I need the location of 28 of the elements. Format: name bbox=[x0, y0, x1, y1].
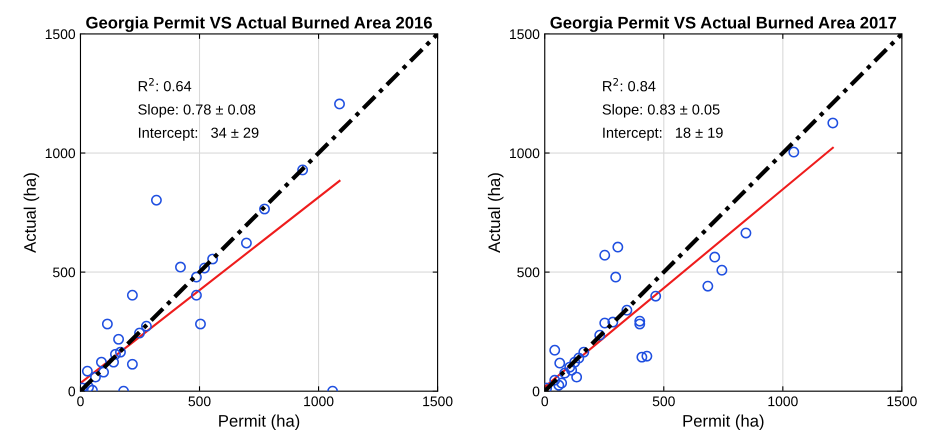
chart-title: Georgia Permit VS Actual Burned Area 2016 bbox=[86, 16, 432, 32]
y-tick-label: 500 bbox=[517, 267, 540, 278]
x-axis-title: Permit (ha) bbox=[683, 414, 764, 430]
y-tick-label: 500 bbox=[53, 267, 76, 278]
x-axis-title: Permit (ha) bbox=[219, 414, 300, 430]
y-tick-label: 1500 bbox=[510, 29, 540, 40]
x-tick-label: 0 bbox=[541, 396, 548, 406]
y-tick-label: 1000 bbox=[510, 148, 540, 158]
annotation: R$^{2}$: 0.64 bbox=[138, 78, 192, 92]
y-axis-title: Actual (ha) bbox=[488, 173, 504, 253]
x-tick-label: 1500 bbox=[423, 396, 453, 406]
x-tick-label: 500 bbox=[652, 396, 675, 406]
x-tick-label: 500 bbox=[188, 396, 211, 406]
x-tick-label: 1500 bbox=[887, 396, 917, 406]
y-tick-label: 1000 bbox=[46, 148, 76, 158]
annotation: R$^{2}$: 0.84 bbox=[603, 78, 656, 92]
annotation: Intercept: 34 ± 29 bbox=[138, 128, 258, 141]
y-tick-label: 1500 bbox=[46, 29, 76, 40]
annotation: Intercept: 18 ± 19 bbox=[603, 128, 723, 141]
annotation: Slope: 0.78 ± 0.08 bbox=[138, 104, 256, 118]
y-tick-label: 0 bbox=[68, 386, 76, 396]
x-tick-label: 1000 bbox=[768, 396, 798, 406]
x-tick-label: 0 bbox=[77, 396, 84, 406]
x-tick-label: 1000 bbox=[304, 396, 334, 406]
y-tick-label: 0 bbox=[532, 386, 540, 396]
y-axis-title: Actual (ha) bbox=[24, 173, 40, 253]
annotation: Slope: 0.83 ± 0.05 bbox=[602, 104, 720, 118]
chart-title: Georgia Permit VS Actual Burned Area 2017 bbox=[550, 16, 896, 32]
